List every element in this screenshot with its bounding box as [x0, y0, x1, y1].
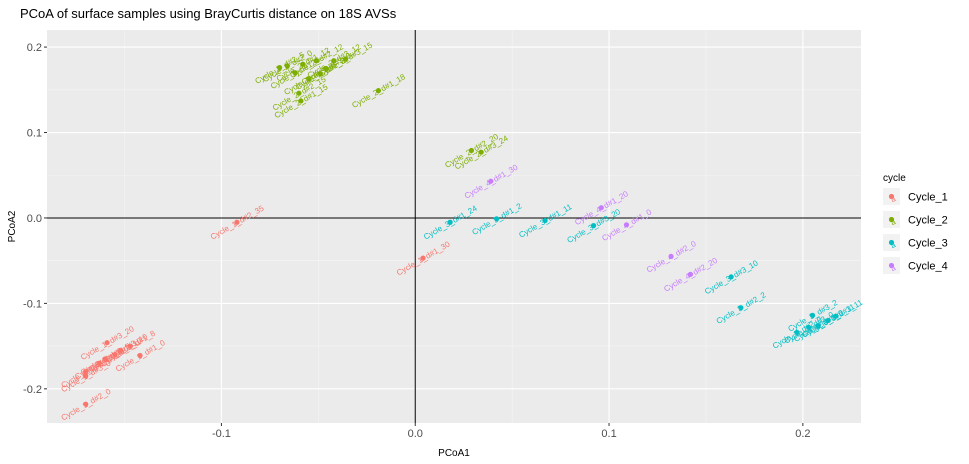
y-tick-label: 0.0	[27, 213, 42, 225]
data-point	[276, 64, 283, 71]
data-point	[825, 317, 831, 324]
data-point	[806, 324, 812, 330]
data-point	[623, 222, 630, 228]
data-point	[687, 271, 694, 277]
data-point	[794, 329, 800, 336]
minor-gridlines	[47, 30, 861, 423]
x-tick-label: -0.1	[212, 428, 231, 440]
y-tick-label: -0.1	[23, 298, 42, 310]
data-point	[420, 255, 426, 261]
data-point	[542, 217, 548, 224]
data-point	[447, 219, 453, 225]
x-axis-title: PCoA1	[438, 448, 470, 459]
data-point	[809, 312, 816, 318]
data-point	[104, 340, 110, 346]
data-point	[83, 401, 89, 407]
x-axis-ticks: -0.1 0.0 0.1 0.2	[212, 423, 811, 440]
reference-lines	[47, 30, 861, 423]
y-tick-label: -0.2	[23, 384, 42, 396]
data-point	[375, 88, 382, 94]
x-tick-label: 0.2	[795, 428, 810, 440]
x-tick-label: 0.0	[408, 428, 423, 440]
legend-key-point	[888, 216, 895, 223]
data-point	[300, 61, 306, 67]
legend-key-glyph: a	[889, 263, 898, 273]
data-point	[102, 356, 108, 362]
y-axis-title: PCoA2	[7, 210, 18, 242]
data-point	[306, 76, 312, 82]
data-point	[331, 58, 337, 64]
data-point	[298, 98, 304, 104]
data-point	[833, 313, 839, 319]
legend-items: a Cycle_1a Cycle_2a Cycle_3a Cycle_4	[883, 188, 948, 274]
data-point	[83, 369, 89, 375]
data-point	[468, 147, 475, 154]
data-point	[342, 56, 349, 62]
data-point	[127, 343, 133, 349]
data-point	[488, 178, 494, 184]
legend-key-point	[888, 262, 895, 269]
data-point	[590, 223, 597, 229]
data-point	[118, 347, 124, 353]
x-tick-label: 0.1	[601, 428, 616, 440]
data-point	[668, 253, 674, 260]
data-point	[494, 216, 500, 222]
data-point	[292, 70, 298, 76]
legend-title: cycle	[883, 173, 906, 184]
legend-key-point	[888, 193, 895, 200]
data-point	[815, 323, 821, 329]
data-point	[83, 373, 89, 379]
legend-label: Cycle_4	[908, 261, 948, 273]
legend-key-glyph: a	[889, 194, 898, 204]
data-point	[234, 219, 240, 225]
data-point	[598, 205, 604, 211]
legend-key-point	[888, 239, 895, 246]
y-tick-label: 0.1	[27, 128, 42, 140]
data-point	[296, 90, 302, 96]
legend: cycle a Cycle_1a Cycle_2a Cycle_3a Cycle_4	[883, 173, 948, 274]
data-point	[112, 352, 118, 358]
data-point	[317, 70, 323, 77]
data-point	[728, 274, 734, 280]
plot-panel	[47, 30, 861, 423]
data-point	[478, 149, 484, 155]
data-point	[96, 360, 102, 366]
data-point	[738, 305, 744, 311]
legend-label: Cycle_1	[908, 192, 948, 204]
legend-key-glyph: a	[889, 240, 898, 250]
data-point	[137, 352, 143, 359]
y-tick-label: 0.2	[27, 42, 42, 54]
legend-key-glyph: a	[889, 217, 898, 227]
chart-title: PCoA of surface samples using BrayCurtis…	[20, 6, 397, 21]
data-points	[83, 56, 839, 407]
legend-label: Cycle_3	[908, 238, 948, 250]
legend-label: Cycle_2	[908, 215, 948, 227]
y-axis-ticks: 0.2 0.1 0.0 -0.1 -0.2	[23, 42, 47, 396]
data-point	[323, 65, 329, 72]
data-point	[284, 63, 290, 69]
data-point	[313, 58, 319, 64]
